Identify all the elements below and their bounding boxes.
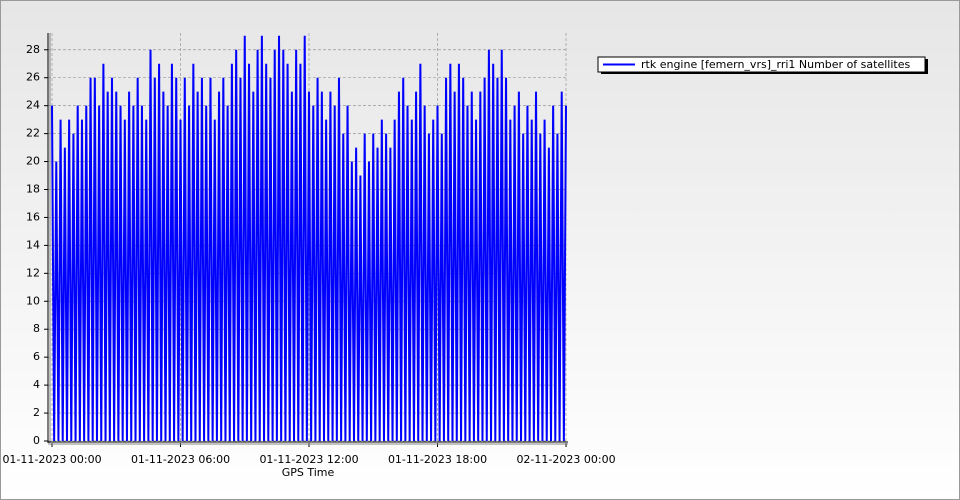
x-axis-title: GPS Time (282, 466, 335, 479)
y-tick-label: 24 (26, 99, 40, 112)
legend-label: rtk engine [femern_vrs]_rri1 Number of s… (641, 58, 910, 71)
series-line (51, 35, 567, 442)
y-tick-label: 14 (26, 238, 40, 251)
y-tick-label: 18 (26, 182, 40, 195)
y-tick-label: 6 (33, 350, 40, 363)
y-tick-label: 8 (33, 322, 40, 335)
y-tick-label: 2 (33, 406, 40, 419)
y-tick-label: 10 (26, 294, 40, 307)
y-tick-label: 4 (33, 378, 40, 391)
y-tick-label: 0 (33, 434, 40, 447)
y-tick-label: 22 (26, 127, 40, 140)
x-tick-label: 02-11-2023 00:00 (516, 453, 615, 466)
legend: rtk engine [femern_vrs]_rri1 Number of s… (597, 56, 928, 74)
x-tick-label: 01-11-2023 00:00 (2, 453, 101, 466)
y-tick-label: 28 (26, 43, 40, 56)
x-tick-label: 01-11-2023 06:00 (131, 453, 230, 466)
y-tick-label: 26 (26, 71, 40, 84)
x-tick-label: 01-11-2023 12:00 (259, 453, 358, 466)
y-tick-label: 20 (26, 155, 40, 168)
legend-box (597, 56, 926, 73)
y-tick-label: 16 (26, 210, 40, 223)
x-tick-label: 01-11-2023 18:00 (388, 453, 487, 466)
y-tick-label: 12 (26, 266, 40, 279)
